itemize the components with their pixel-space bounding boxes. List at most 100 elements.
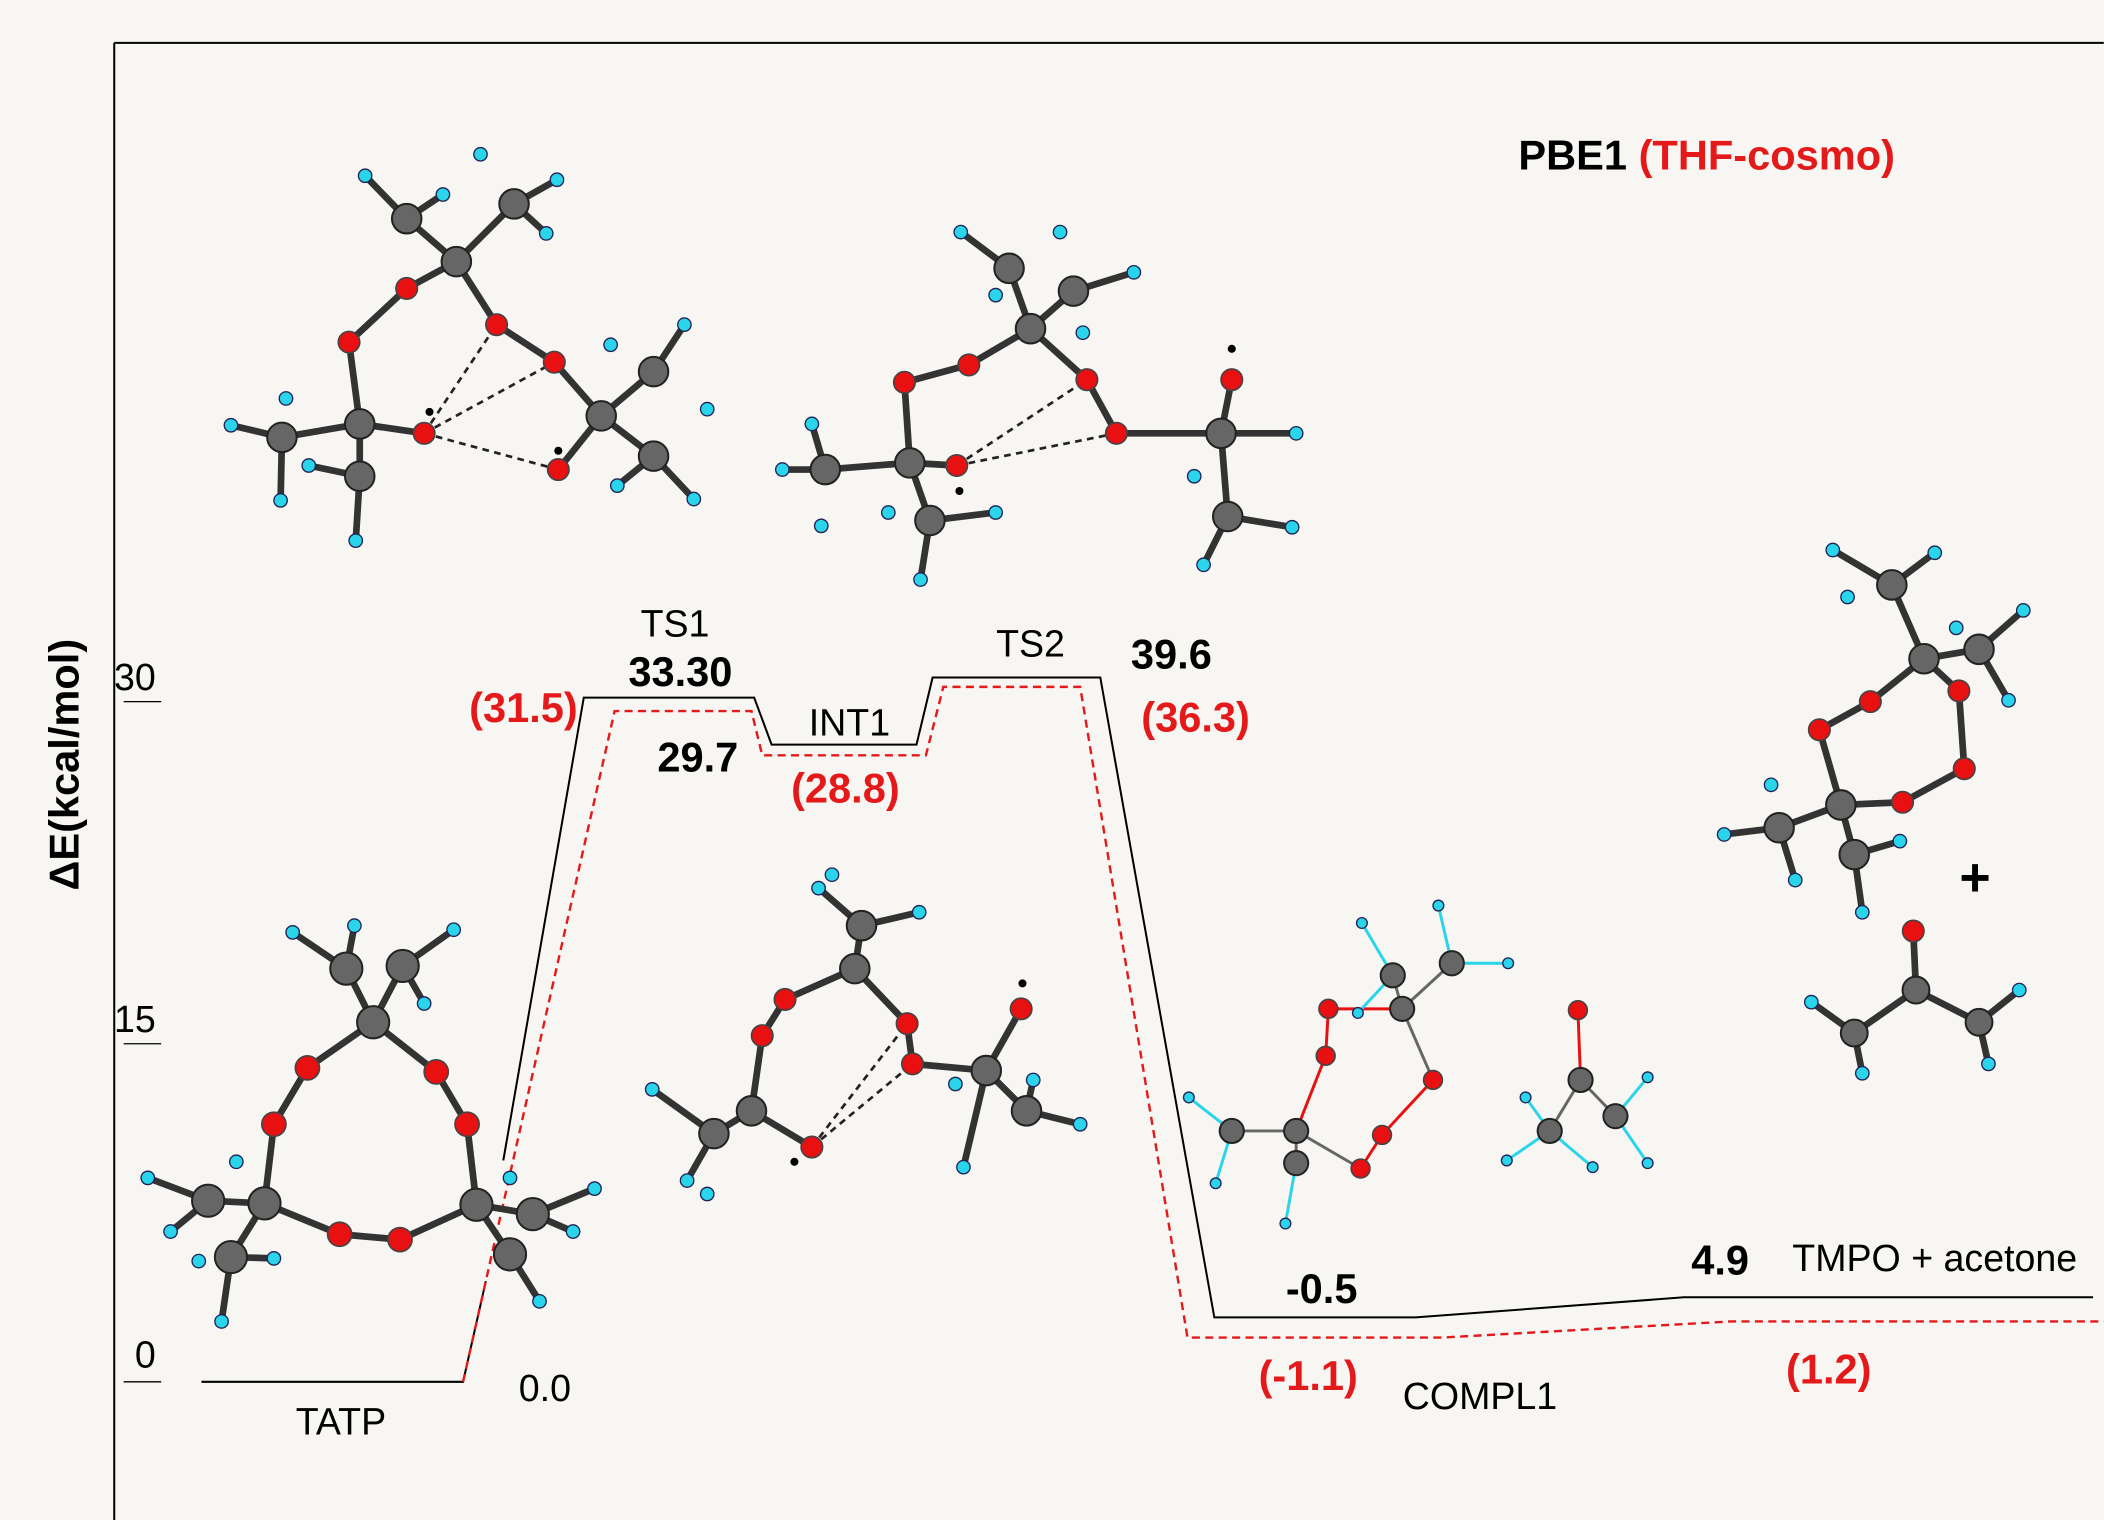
atom — [882, 506, 895, 519]
atom — [957, 1160, 970, 1173]
atom — [494, 1238, 526, 1270]
atom — [1892, 792, 1913, 813]
atom — [554, 447, 562, 455]
atom — [611, 479, 624, 492]
atom — [274, 494, 287, 507]
state-name: COMPL1 — [1403, 1375, 1557, 1417]
atom — [1127, 266, 1140, 279]
atom — [958, 354, 979, 375]
atom — [1928, 546, 1941, 559]
atom — [215, 1241, 247, 1273]
atom — [949, 1077, 962, 1090]
atom — [517, 1198, 549, 1230]
atom — [776, 463, 789, 476]
atom — [946, 455, 967, 476]
atom — [1826, 543, 1839, 556]
atom — [1840, 840, 1870, 870]
atom — [1076, 369, 1097, 390]
atom — [2017, 604, 2030, 617]
atom — [915, 506, 945, 536]
atom — [192, 1185, 224, 1217]
atom — [1805, 995, 1818, 1008]
atom — [840, 954, 870, 984]
atom — [1501, 1155, 1512, 1166]
atom — [1909, 644, 1939, 674]
atom — [994, 254, 1024, 284]
atom — [1950, 621, 1963, 634]
atom — [357, 1006, 389, 1038]
atom — [639, 357, 669, 387]
atom — [1503, 958, 1514, 969]
atom — [1206, 419, 1236, 449]
atom — [358, 169, 371, 182]
atom — [1642, 1158, 1653, 1169]
atom — [1353, 1008, 1364, 1019]
atom — [413, 423, 434, 444]
atom — [1018, 979, 1026, 987]
atom — [1187, 470, 1200, 483]
atom — [1381, 963, 1405, 987]
atom — [447, 923, 460, 936]
atom — [192, 1254, 205, 1267]
atom — [955, 487, 963, 495]
atom — [701, 1187, 714, 1200]
atom — [699, 1119, 729, 1149]
y-tick-label: 0 — [135, 1334, 156, 1376]
atom — [1826, 790, 1856, 820]
atom — [805, 417, 818, 430]
atom — [302, 459, 315, 472]
atom — [1440, 951, 1464, 975]
atom — [1587, 1162, 1598, 1173]
atom — [588, 1182, 601, 1195]
atom — [954, 225, 967, 238]
atom — [1289, 427, 1302, 440]
atom — [442, 247, 472, 277]
atom — [417, 997, 430, 1010]
solvent-energy: (28.8) — [791, 765, 900, 812]
solvent-energy: (-1.1) — [1259, 1352, 1358, 1399]
energy: -0.5 — [1286, 1265, 1358, 1312]
atom — [902, 1053, 923, 1074]
method: PBE1 — [1518, 131, 1627, 178]
atom — [392, 204, 422, 234]
atom — [1319, 999, 1338, 1018]
state-name: TS1 — [641, 602, 710, 644]
atom — [1856, 906, 1869, 919]
atom — [604, 338, 617, 351]
atom — [345, 409, 375, 439]
atom — [230, 1155, 243, 1168]
atom — [455, 1112, 479, 1136]
atom — [586, 401, 616, 431]
atom — [1027, 1073, 1040, 1086]
atom — [1903, 920, 1924, 941]
atom — [2013, 983, 2026, 996]
energy: 33.30 — [628, 648, 732, 695]
atom — [540, 227, 553, 240]
atom — [687, 492, 700, 505]
page: PBE1 (THF-cosmo) ΔE(kcal/mol) 30 15 0 TA… — [0, 0, 2104, 1520]
atom — [486, 314, 507, 335]
atom — [2002, 694, 2015, 707]
atom — [550, 173, 563, 186]
atom — [811, 455, 841, 485]
atom — [503, 1171, 516, 1184]
atom — [815, 519, 828, 532]
atom — [1642, 1072, 1653, 1083]
atom — [330, 953, 362, 985]
state-name: INT1 — [809, 702, 890, 744]
atom — [1966, 1009, 1993, 1036]
atom — [1841, 590, 1854, 603]
atom — [1809, 719, 1830, 740]
atom — [774, 989, 795, 1010]
atom — [1053, 225, 1066, 238]
atom — [1221, 369, 1242, 390]
solvent-energy: (36.3) — [1141, 693, 1250, 740]
atom — [1213, 502, 1243, 532]
atom — [1789, 873, 1802, 886]
atom — [267, 1252, 280, 1265]
atom — [1982, 1057, 1995, 1070]
atom — [895, 448, 925, 478]
atom — [1841, 1020, 1868, 1047]
atom — [678, 318, 691, 331]
atom — [348, 919, 361, 932]
